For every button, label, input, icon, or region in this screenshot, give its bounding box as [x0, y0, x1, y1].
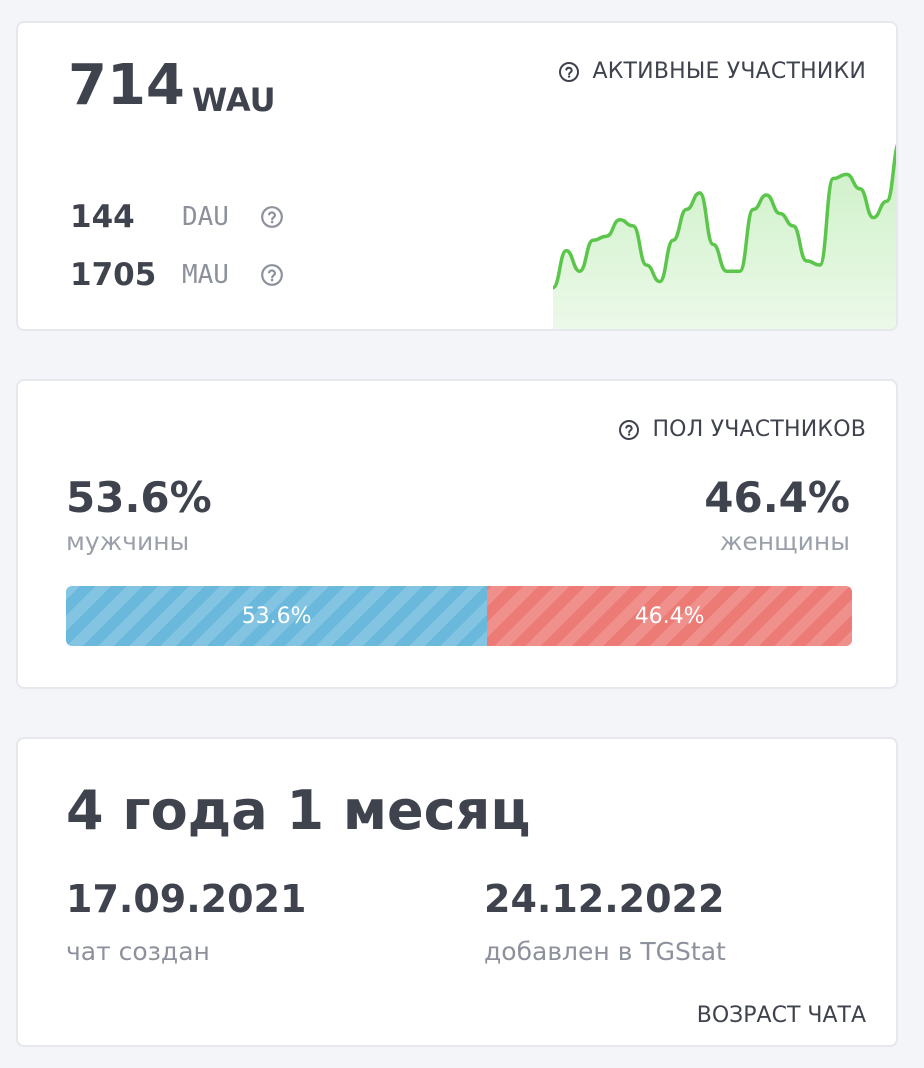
chat-age-title: ВОЗРАСТ ЧАТА	[696, 1003, 866, 1028]
gender-bar: 53.6% 46.4%	[66, 586, 852, 646]
female-label: женщины	[719, 527, 850, 556]
female-bar-label: 46.4%	[634, 603, 705, 629]
male-bar-segment[interactable]: 53.6%	[66, 586, 488, 646]
female-percent: 46.4%	[704, 473, 850, 522]
dau-row: 144 DAU	[70, 199, 284, 235]
mau-help-icon[interactable]	[260, 263, 284, 287]
created-label: чат создан	[66, 937, 210, 966]
added-date: 24.12.2022	[484, 877, 725, 921]
gender-card: ПОЛ УЧАСТНИКОВ 53.6% мужчины 46.4% женщи…	[16, 379, 898, 689]
active-participants-label: АКТИВНЫЕ УЧАСТНИКИ	[592, 59, 866, 84]
gender-title[interactable]: ПОЛ УЧАСТНИКОВ	[618, 417, 866, 442]
male-bar-label: 53.6%	[241, 603, 312, 629]
active-participants-title[interactable]: АКТИВНЫЕ УЧАСТНИКИ	[558, 59, 866, 84]
sparkline-line	[553, 144, 896, 290]
gender-label: ПОЛ УЧАСТНИКОВ	[652, 417, 866, 442]
added-label: добавлен в TGStat	[484, 937, 726, 966]
created-date: 17.09.2021	[66, 877, 307, 921]
female-bar-segment[interactable]: 46.4%	[487, 586, 852, 646]
activity-sparkline	[553, 144, 896, 329]
mau-value: 1705	[70, 257, 157, 293]
dau-help-icon[interactable]	[260, 205, 284, 229]
dau-label: DAU	[182, 202, 229, 232]
mau-label: MAU	[182, 260, 229, 290]
dau-value: 144	[70, 199, 135, 235]
chat-age-value: 4 года 1 месяц	[66, 779, 531, 842]
wau-label: WAU	[192, 81, 276, 119]
sparkline-area	[553, 151, 896, 329]
male-label: мужчины	[66, 527, 190, 556]
help-icon[interactable]	[558, 61, 580, 83]
chat-age-card: 4 года 1 месяц 17.09.2021 чат создан 24.…	[16, 737, 898, 1047]
male-percent: 53.6%	[66, 473, 212, 522]
mau-row: 1705 MAU	[70, 257, 284, 293]
wau-value: 714	[68, 53, 185, 118]
active-participants-card: 714 WAU АКТИВНЫЕ УЧАСТНИКИ 144 DAU 1705 …	[16, 21, 898, 331]
help-icon[interactable]	[618, 419, 640, 441]
